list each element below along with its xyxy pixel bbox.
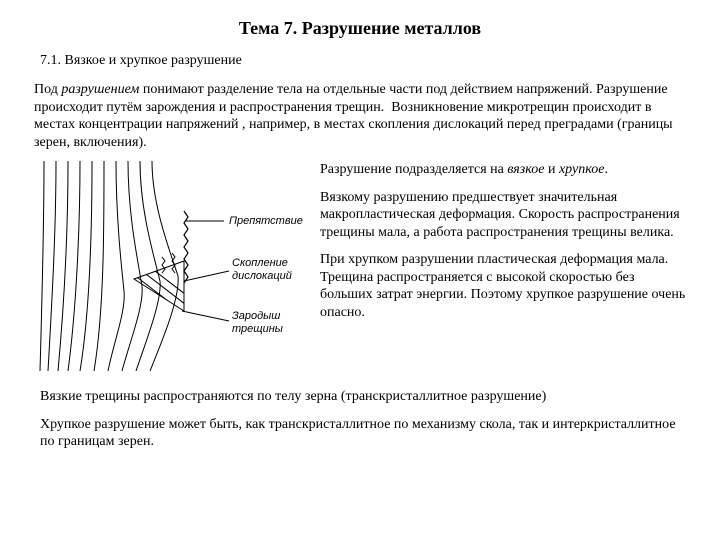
term-destruction: разрушением [61,82,139,97]
term-brittle: хрупкое [559,162,604,177]
term-ductile: вязкое [507,162,544,177]
section-heading: 7.1. Вязкое и хрупкое разрушение [40,53,686,69]
right-p1: Разрушение подразделяется на вязкое и хр… [320,161,686,179]
figure-label-obstacle: Препятствие [229,215,303,227]
txt: . [604,162,608,177]
document-page: Тема 7. Разрушение металлов 7.1. Вязкое … [0,0,720,473]
intro-paragraph: Под разрушением понимают разделение тела… [34,81,686,151]
figure-svg: Препятствие Скопление дислокаций Зародыш… [34,161,304,371]
figure-label-pileup-2: дислокаций [232,270,292,282]
right-p3: При хрупком разрушении пластическая дефо… [320,251,686,321]
figure-label-nucleus-2: трещины [232,323,283,335]
figure-label-nucleus-1: Зародыш [232,310,280,322]
dislocation-figure: Препятствие Скопление дислокаций Зародыш… [34,161,304,376]
below-block: Вязкие трещины распространяются по телу … [40,388,680,451]
page-title: Тема 7. Разрушение металлов [34,18,686,39]
txt: Разрушение подразделяется на [320,162,507,177]
right-column: Разрушение подразделяется на вязкое и хр… [320,161,686,376]
figure-text-row: Препятствие Скопление дислокаций Зародыш… [34,161,686,376]
right-p2: Вязкому разрушению предшествует значител… [320,189,686,242]
below-p1: Вязкие трещины распространяются по телу … [40,388,680,406]
figure-label-pileup-1: Скопление [232,257,288,269]
below-p2: Хрупкое разрушение может быть, как транс… [40,416,680,451]
txt: и [544,162,559,177]
